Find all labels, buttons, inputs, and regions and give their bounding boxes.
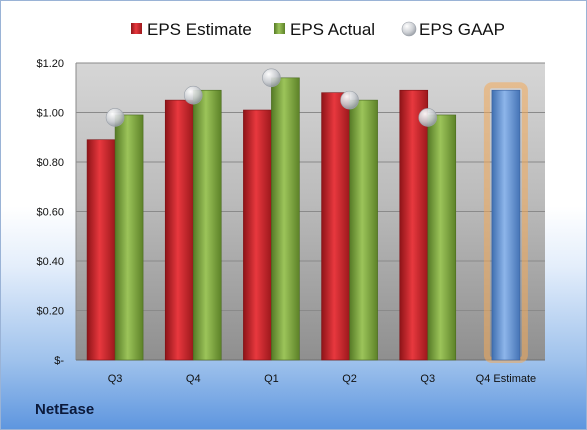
point-eps-gaap [183, 85, 203, 105]
x-tick-label: Q3 [108, 373, 123, 385]
legend-item: EPS Estimate [131, 20, 252, 39]
bar-eps-estimate [321, 92, 350, 361]
legend-swatch [274, 23, 285, 34]
y-tick-label: $0.40 [36, 256, 64, 268]
bar-next-estimate [491, 89, 521, 361]
legend-item: EPS GAAP [401, 20, 505, 39]
y-tick-label: $- [54, 355, 64, 367]
bar-eps-estimate [86, 139, 116, 361]
legend-item: EPS Actual [274, 20, 375, 39]
point-eps-gaap [340, 90, 359, 110]
legend: EPS Estimate EPS Actual EPS GAAP [131, 20, 505, 39]
y-tick-label: $0.60 [36, 207, 64, 219]
x-tick-label: Q4 [186, 373, 201, 385]
bar-eps-actual [349, 99, 378, 361]
legend-label: EPS Estimate [147, 20, 252, 39]
bar-eps-actual [114, 114, 144, 361]
bars [86, 77, 528, 363]
x-axis: Q3 Q4 Q1 Q2 Q3 Q4 Estimate [108, 373, 536, 385]
y-tick-label: $0.20 [36, 306, 64, 318]
x-tick-label: Q3 [420, 373, 435, 385]
y-tick-label: $1.20 [36, 58, 64, 70]
bar-eps-actual [427, 114, 457, 361]
bar-eps-actual [271, 77, 300, 361]
bar-eps-estimate [399, 89, 429, 361]
legend-label: EPS Actual [290, 20, 375, 39]
legend-label: EPS GAAP [419, 20, 505, 39]
bar-eps-estimate [164, 99, 194, 361]
point-eps-gaap [262, 68, 281, 88]
x-tick-label: Q2 [342, 373, 357, 385]
x-tick-label: Q1 [264, 373, 279, 385]
bar-eps-estimate [243, 109, 272, 361]
gridlines [76, 62, 545, 311]
company-name: NetEase [35, 401, 95, 418]
bar-eps-actual [192, 89, 222, 361]
y-axis: $1.20 $1.00 $0.80 $0.60 $0.40 $0.20 $- [36, 58, 545, 367]
point-eps-gaap [418, 108, 438, 127]
gaap-points [105, 68, 438, 127]
legend-swatch [401, 21, 417, 37]
legend-swatch [131, 23, 142, 34]
x-tick-label: Q4 Estimate [476, 373, 537, 385]
point-eps-gaap [105, 108, 125, 127]
y-tick-label: $0.80 [36, 157, 64, 169]
y-tick-label: $1.00 [36, 108, 64, 120]
